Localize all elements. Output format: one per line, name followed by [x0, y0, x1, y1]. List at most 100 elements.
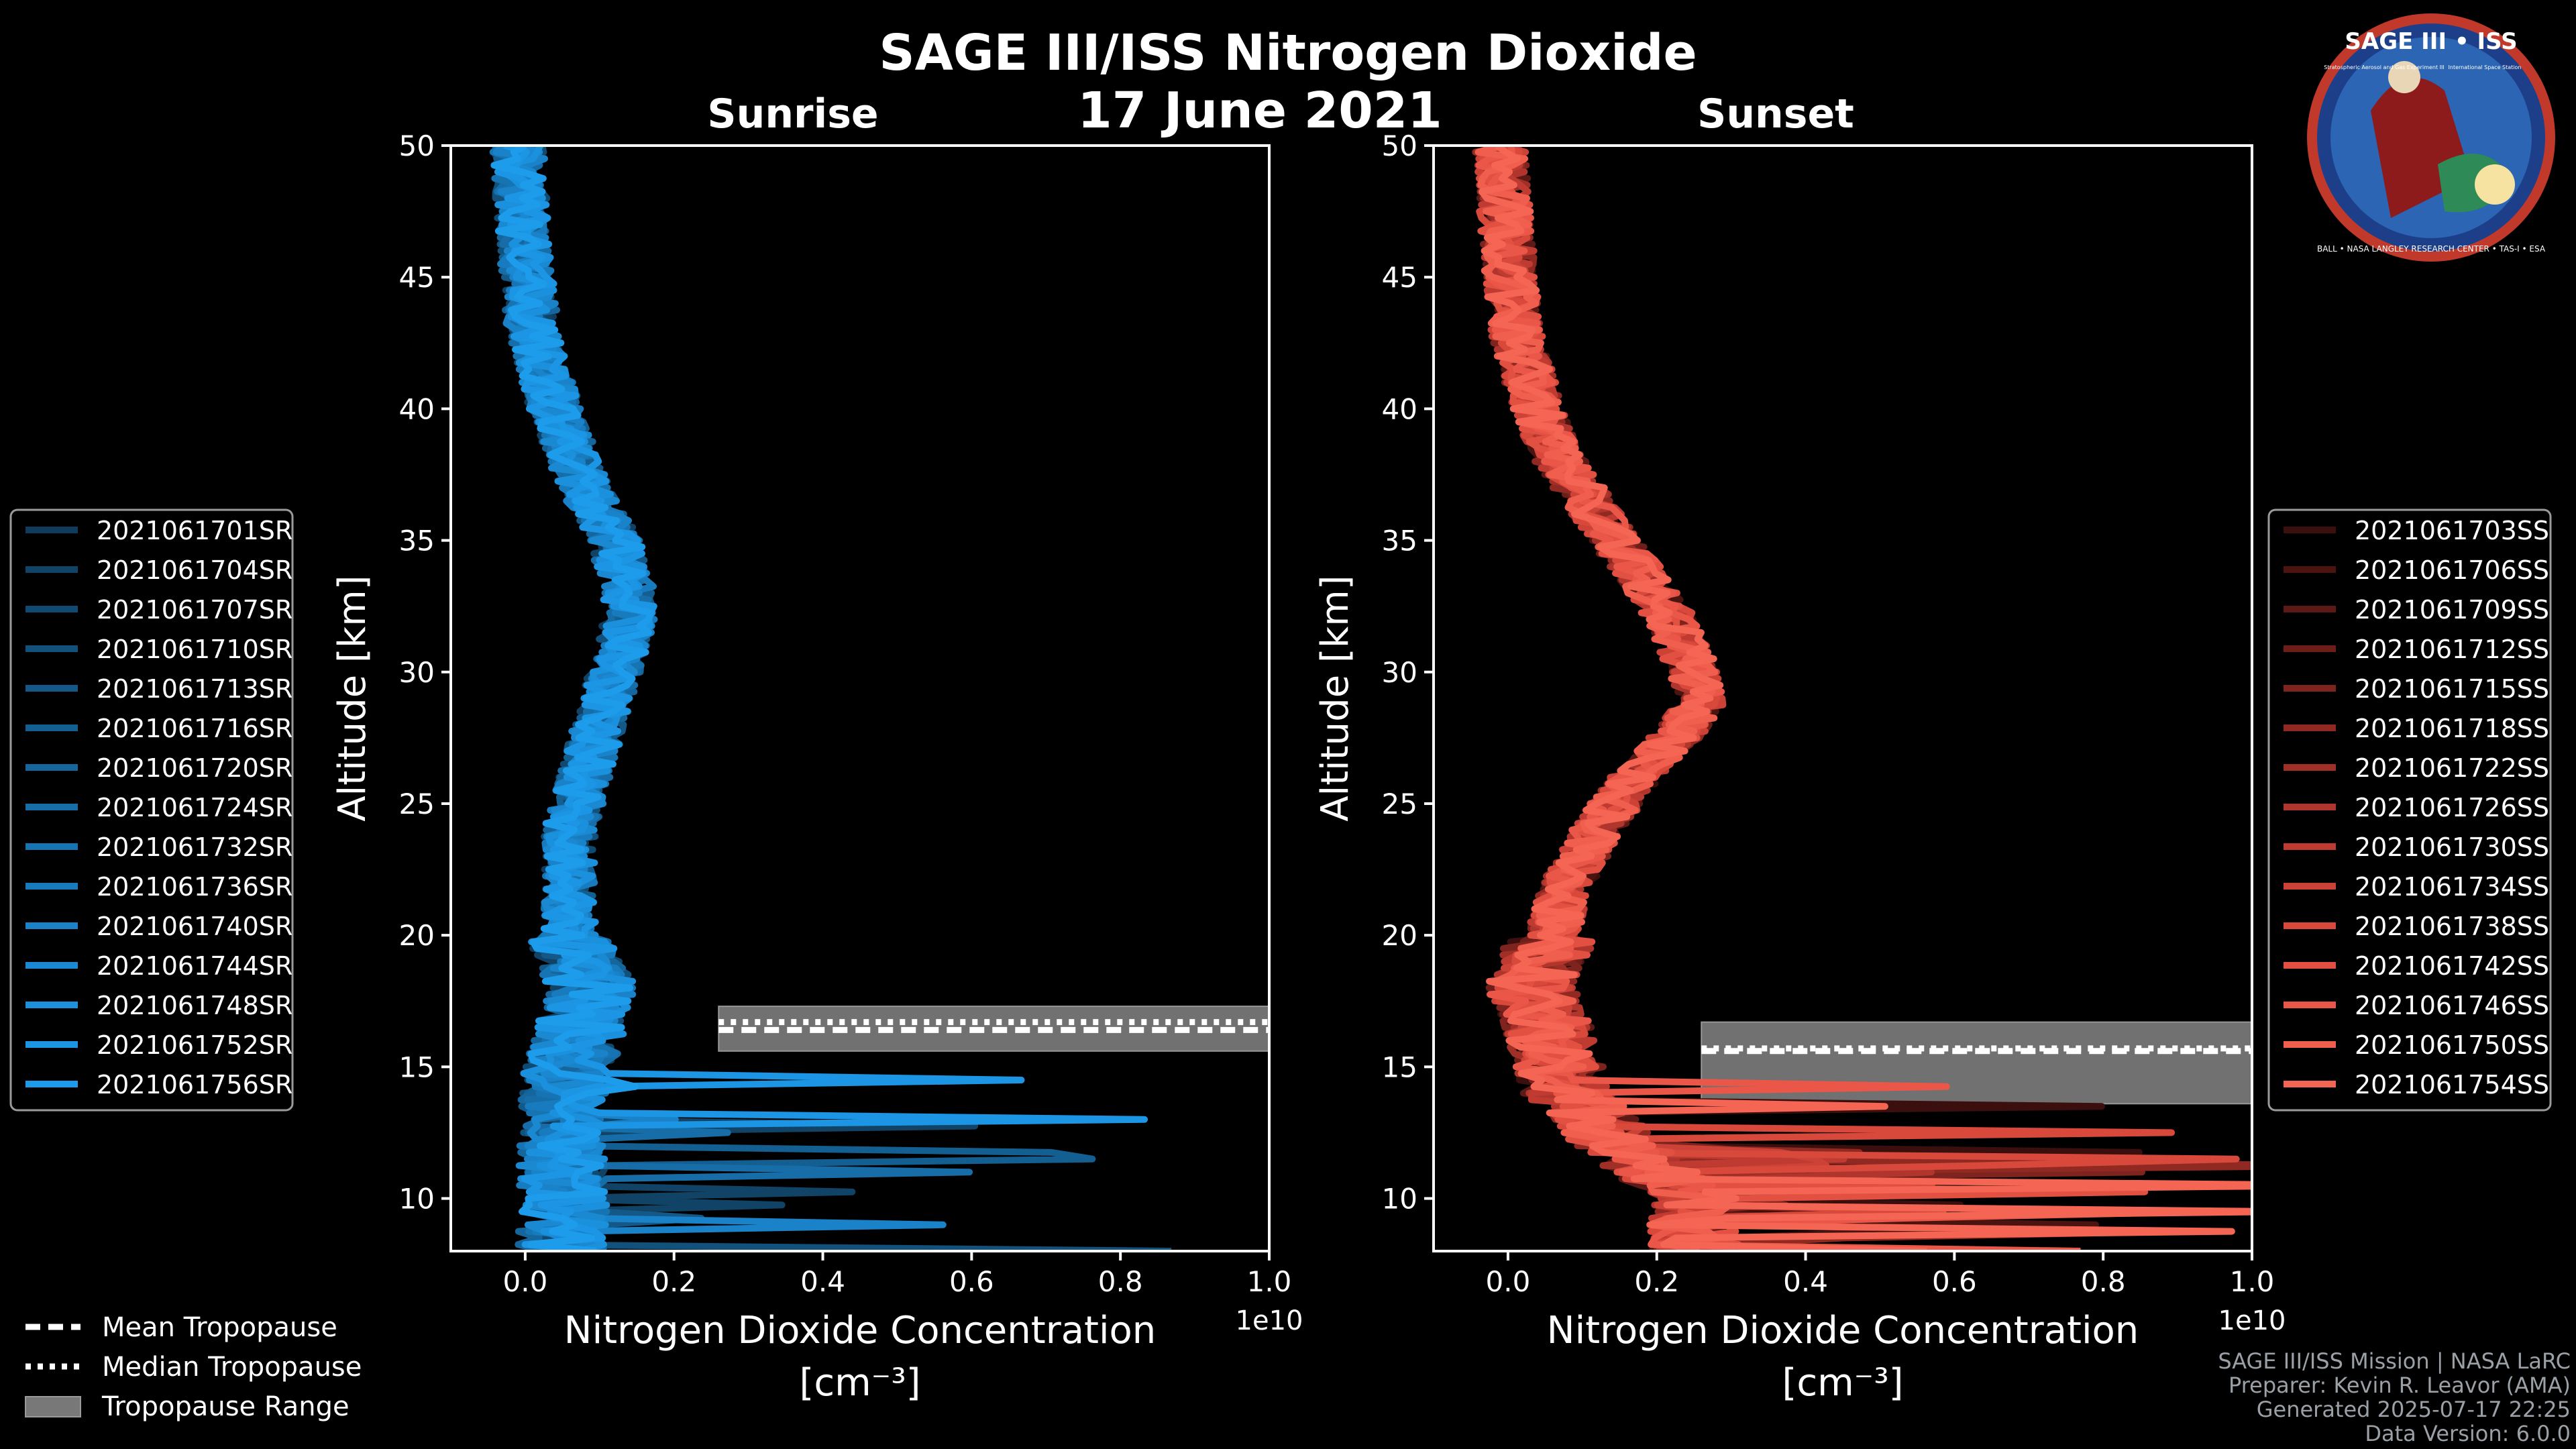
info-line-2: Preparer: Kevin R. Leavor (AMA) [2229, 1373, 2571, 1398]
legend-entry-label: 2021061754SS [2355, 1070, 2549, 1099]
y-tick-label: 10 [399, 1183, 435, 1216]
legend-entry-label: 2021061740SR [97, 912, 292, 941]
legend-entry-label: 2021061710SR [97, 635, 292, 664]
y-tick-label: 20 [399, 919, 435, 952]
plot-lines [1472, 146, 2252, 1251]
legend-entry-label: 2021061734SS [2355, 872, 2549, 902]
x-tick-label: 1.0 [2230, 1265, 2275, 1298]
logo-top-text: SAGE III • ISS [2345, 28, 2517, 55]
x-scale-label: 1e10 [1236, 1305, 1303, 1336]
panel-subtitle: Sunset [1697, 91, 1854, 138]
x-tick-label: 0.8 [1098, 1265, 1143, 1298]
axes-frame [1432, 144, 2253, 1252]
legend-entry-label: 2021061752SR [97, 1030, 292, 1060]
sage-logo: SAGE III • ISS Stratospheric Aerosol and… [2307, 13, 2555, 262]
legend-entry-label: 2021061715SS [2355, 674, 2549, 704]
x-tick-label: 0.6 [1932, 1265, 1977, 1298]
legend-entry-label: 2021061706SS [2355, 555, 2549, 585]
legend-entry-label: 2021061713SR [97, 674, 292, 704]
legend-entry-label: 2021061756SR [97, 1070, 292, 1099]
x-tick-label: 0.2 [1634, 1265, 1679, 1298]
info-line-4: Data Version: 6.0.0 [2365, 1421, 2571, 1446]
legend-entry-label: 2021061707SR [97, 595, 292, 625]
x-tick-label: 0.4 [1783, 1265, 1828, 1298]
legend-entry-label: 2021061716SR [97, 714, 292, 743]
logo-sub-left: Stratospheric Aerosol and Gas Experiment… [2324, 64, 2444, 70]
profile-line-2021061754SS [1479, 146, 2252, 1251]
legend-entry-label: 2021061730SS [2355, 833, 2549, 862]
x-tick-label: 0.4 [800, 1265, 845, 1298]
info-line-3: Generated 2025-07-17 22:25 [2257, 1397, 2571, 1422]
logo-ring-text: BALL • NASA LANGLEY RESEARCH CENTER • TA… [2317, 244, 2546, 254]
panel-subtitle: Sunrise [707, 91, 878, 138]
y-tick-label: 50 [399, 129, 435, 162]
legend-entry-label: 2021061748SR [97, 991, 292, 1020]
legend-entry-label: 2021061712SS [2355, 635, 2549, 664]
legend-entry-label: 2021061703SS [2355, 516, 2549, 545]
legend-entry-label: 2021061742SS [2355, 951, 2549, 981]
y-tick-label: 35 [399, 525, 435, 557]
y-tick-label: 15 [399, 1051, 435, 1083]
profile-line-2021061756SR [490, 146, 655, 1251]
logo-sub-right: International Space Station [2449, 64, 2522, 70]
legend-frame [2267, 508, 2552, 1112]
x-axis-label: Nitrogen Dioxide Concentration [1547, 1309, 2139, 1352]
info-line-1: SAGE III/ISS Mission | NASA LaRC [2218, 1348, 2571, 1374]
y-tick-label: 25 [1382, 788, 1417, 820]
y-tick-label: 20 [1382, 919, 1417, 952]
legend-entry-label: 2021061724SR [97, 793, 292, 822]
legend-entry-label: 2021061726SS [2355, 793, 2549, 822]
y-tick-label: 40 [1382, 392, 1417, 425]
legend-entry-label: 2021061736SR [97, 872, 292, 902]
x-axis-label: Nitrogen Dioxide Concentration [564, 1309, 1157, 1352]
legend-entry-label: 2021061750SS [2355, 1030, 2549, 1060]
figure-title: SAGE III/ISS Nitrogen Dioxide [879, 24, 1697, 82]
provenance-info: SAGE III/ISS Mission | NASA LaRC Prepare… [2218, 1348, 2571, 1446]
plot-lines [489, 146, 1269, 1251]
legend-entry-label: 2021061720SR [97, 753, 292, 783]
sunset-panel: 0.0 0.2 0.4 0.6 0.8 1.0 10 15 20 25 30 35 40 45 50 Suns… [1313, 91, 2286, 1405]
y-tick-label: 50 [1382, 129, 1417, 162]
y-tick-label: 45 [1382, 261, 1417, 294]
legend-entry-label: 2021061701SR [97, 516, 292, 545]
y-tick-label: 40 [399, 392, 435, 425]
y-tick-label: 10 [1382, 1183, 1417, 1216]
y-tick-label: 15 [1382, 1051, 1417, 1083]
legend-entry-label: 2021061709SS [2355, 595, 2549, 625]
profile-line-2021061752SR [494, 146, 1148, 1251]
legend-entry-label: 2021061718SS [2355, 714, 2549, 743]
legend-entry-label: 2021061732SR [97, 833, 292, 862]
x-axis-unit: [cm⁻³] [1782, 1361, 1903, 1405]
legend-entry-label: 2021061744SR [97, 951, 292, 981]
x-tick-label: 0.0 [1486, 1265, 1531, 1298]
tropopause-range-label: Tropopause Range [101, 1391, 350, 1422]
mean-tropopause-label: Mean Tropopause [102, 1312, 337, 1343]
y-tick-label: 45 [399, 261, 435, 294]
y-tick-label: 25 [399, 788, 435, 820]
x-tick-label: 0.8 [2081, 1265, 2126, 1298]
y-tick-label: 30 [1382, 656, 1417, 689]
median-tropopause-label: Median Tropopause [102, 1352, 362, 1383]
sunrise-panel: 0.0 0.2 0.4 0.6 0.8 1.0 10 15 20 25 30 35 40 45 50 Sunr… [331, 91, 1303, 1405]
y-tick-label: 35 [1382, 525, 1417, 557]
y-tick-label: 30 [399, 656, 435, 689]
sunrise-legend: 2021061701SR 2021061704SR 2021061707SR 2021… [9, 508, 294, 1112]
profile-line-2021061746SS [1475, 146, 2212, 1251]
x-scale-label: 1e10 [2218, 1305, 2286, 1336]
x-tick-label: 0.0 [503, 1265, 548, 1298]
x-axis-unit: [cm⁻³] [799, 1361, 920, 1405]
tropopause-range-swatch [25, 1396, 81, 1417]
legend-entry-label: 2021061722SS [2355, 753, 2549, 783]
sunset-legend: 2021061703SS 2021061706SS 2021061709SS 2021… [2267, 508, 2552, 1112]
legend-entry-label: 2021061704SR [97, 555, 292, 585]
y-axis-label: Altitude [km] [331, 575, 374, 821]
tropopause-legend: Mean Tropopause Median Tropopause Tropop… [25, 1312, 362, 1422]
figure-date: 17 June 2021 [1077, 82, 1442, 140]
legend-frame [9, 508, 294, 1112]
y-axis-label: Altitude [km] [1313, 575, 1357, 821]
x-tick-label: 0.2 [651, 1265, 696, 1298]
axes-frame [449, 144, 1271, 1252]
legend-entry-label: 2021061746SS [2355, 991, 2549, 1020]
x-tick-label: 0.6 [949, 1265, 994, 1298]
